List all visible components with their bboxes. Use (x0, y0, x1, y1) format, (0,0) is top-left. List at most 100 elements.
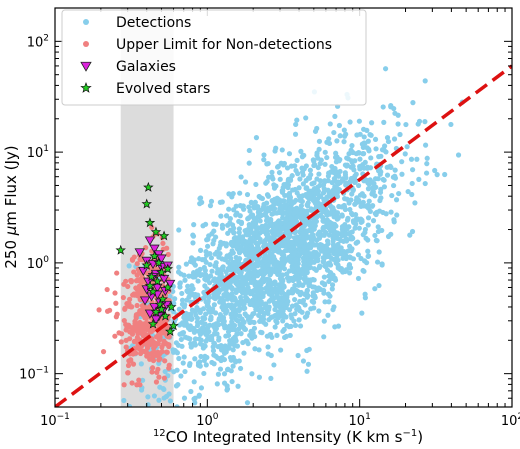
detection-point (321, 334, 327, 340)
detection-point (218, 271, 224, 277)
detection-point (316, 285, 322, 291)
detection-point (331, 129, 337, 136)
detection-point (346, 270, 353, 276)
detection-point (286, 324, 292, 330)
detection-point (192, 262, 198, 268)
detection-point (274, 164, 281, 170)
detection-point (281, 160, 287, 167)
detection-point (399, 171, 405, 177)
detection-point (235, 383, 241, 389)
detection-point (409, 191, 415, 198)
evolved-star-point (152, 275, 163, 286)
detection-point (217, 311, 224, 318)
detection-point (365, 253, 371, 259)
detection-point (227, 323, 233, 329)
detection-point (320, 258, 327, 264)
detection-point (210, 348, 217, 354)
detection-point (228, 255, 234, 262)
evolved-star-point (150, 226, 162, 237)
upper-limit-point (149, 224, 155, 231)
detection-point (349, 143, 355, 149)
detection-point (191, 379, 197, 385)
detection-point (230, 307, 236, 313)
detection-point (246, 223, 253, 229)
detection-point (168, 414, 173, 419)
y-axis-label: 250 μm Flux (Jy) (2, 145, 20, 268)
detection-point (228, 239, 235, 245)
evolved-star-point (164, 326, 176, 336)
detection-point (219, 281, 226, 287)
detection-point (365, 180, 371, 186)
upper-limit-point (133, 285, 139, 291)
detection-point (233, 203, 239, 209)
detection-point (228, 341, 234, 347)
detection-point (352, 211, 359, 218)
detection-point (240, 203, 246, 209)
detection-point (250, 330, 256, 336)
detection-point (176, 355, 182, 362)
detection-point (355, 182, 362, 189)
detection-point (333, 223, 339, 229)
detection-point (209, 333, 215, 340)
detection-point (293, 262, 299, 269)
detection-point (356, 197, 362, 203)
detection-point (253, 261, 259, 267)
upper-limit-point (153, 341, 159, 347)
detection-point (187, 287, 194, 293)
detection-point (281, 296, 287, 302)
detection-point (259, 276, 266, 282)
detection-point (260, 239, 267, 246)
detection-point (334, 231, 341, 237)
detection-point (273, 269, 279, 275)
upper-limit-point (137, 319, 143, 326)
upper-limit-point (125, 283, 131, 290)
detection-point (381, 119, 387, 125)
detection-point (328, 255, 334, 261)
detection-point (204, 354, 210, 361)
detection-point (218, 239, 224, 245)
detection-point (356, 225, 362, 231)
detection-point (263, 222, 269, 228)
upper-limit-point (127, 296, 133, 302)
detection-point (206, 407, 211, 412)
detection-point (321, 189, 327, 195)
detection-point (292, 163, 298, 169)
detection-point (305, 191, 311, 197)
detection-point (403, 121, 409, 128)
detection-point (335, 257, 341, 263)
detection-point (319, 244, 325, 250)
detection-point (194, 322, 201, 329)
x-tick-label: 100 (196, 412, 219, 429)
detection-point (303, 115, 309, 121)
detection-point (167, 398, 173, 404)
detection-point (286, 151, 293, 157)
detection-point (442, 171, 448, 178)
detection-point (374, 259, 381, 265)
detection-point (256, 193, 262, 200)
upper-limit-point (155, 349, 161, 355)
detection-point (383, 149, 389, 155)
evolved-star-point (115, 244, 126, 255)
detection-point (298, 148, 304, 154)
galaxy-point (152, 283, 163, 293)
detection-point (341, 139, 347, 145)
upper-limit-point (136, 377, 142, 383)
detection-point (288, 215, 294, 221)
detection-point (316, 235, 323, 241)
detection-point (287, 332, 293, 339)
detection-point (175, 269, 182, 275)
detection-point (319, 280, 325, 286)
detection-point (407, 232, 413, 238)
detection-point (170, 349, 177, 355)
detection-point (266, 279, 273, 285)
detection-point (189, 325, 195, 331)
detection-point (323, 229, 329, 236)
detection-point (284, 301, 290, 307)
detection-point (344, 196, 350, 202)
detection-point (230, 363, 236, 369)
detection-point (380, 104, 386, 110)
detection-point (197, 331, 203, 337)
galaxy-point (150, 315, 162, 325)
detection-point (265, 267, 271, 273)
detection-point (215, 266, 221, 273)
